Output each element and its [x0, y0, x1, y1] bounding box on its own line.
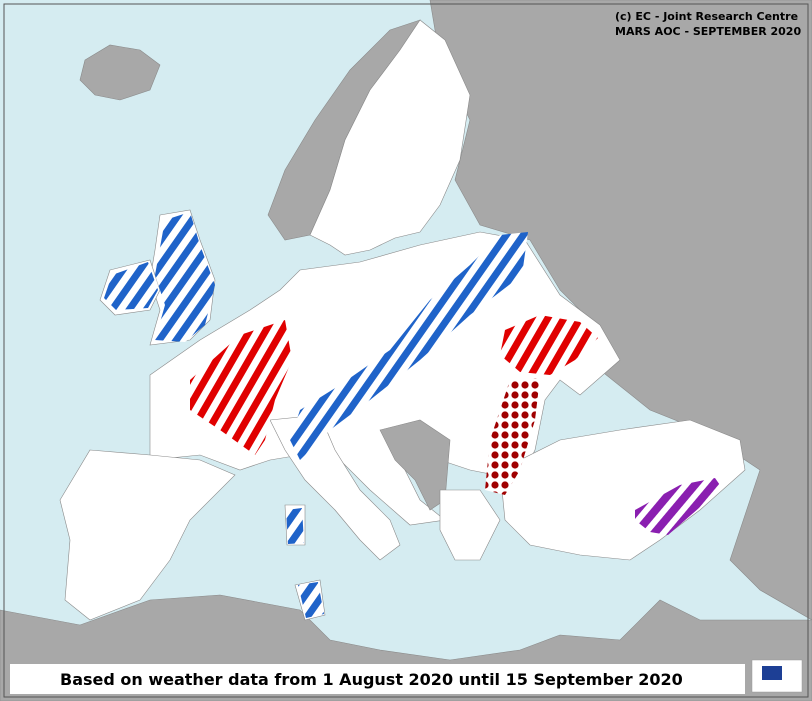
- balkans: [379, 419, 451, 511]
- credit-line: (c) EC - Joint Research Centre: [615, 10, 798, 23]
- hatch-sardinia: [286, 508, 304, 544]
- nordics: [309, 19, 471, 256]
- hatch-uk: [155, 212, 215, 342]
- credit-line: MARS AOC - SEPTEMBER 2020: [615, 25, 801, 38]
- hatch-central: [290, 232, 528, 460]
- hatch-ireland: [104, 262, 158, 310]
- hatched-areas: [104, 212, 722, 618]
- hatch-tunisia: [298, 582, 324, 618]
- hatch-romania: [485, 378, 540, 495]
- caption-box: [10, 664, 745, 694]
- frame: [3, 3, 809, 698]
- iceland: [79, 44, 161, 101]
- caption: Based on weather data from 1 August 2020…: [60, 670, 683, 689]
- eu-flag: [762, 666, 782, 680]
- hatch-ukraine: [500, 315, 598, 375]
- hatch-france: [190, 320, 292, 455]
- hatch-turkey: [635, 478, 722, 535]
- iberia: [59, 449, 236, 621]
- greece: [439, 489, 501, 561]
- turkey: [499, 419, 746, 561]
